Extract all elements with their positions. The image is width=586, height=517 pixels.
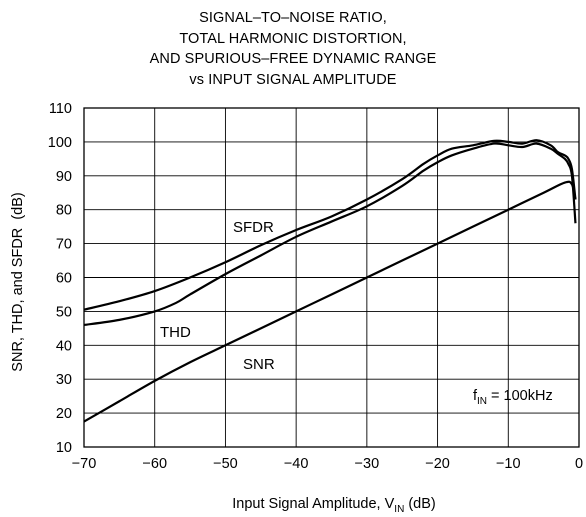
tick-labels: −70 −60 −50 −40 −30 −20 −10 0 10 20 30 40 50 60 70 80 90… — [48, 101, 583, 472]
x-axis-title-main: Input Signal Amplitude, V — [232, 496, 394, 512]
x-tick-label: −50 — [213, 456, 238, 472]
chart-title-line: vs INPUT SIGNAL AMPLITUDE — [189, 71, 397, 88]
y-tick-label: 20 — [56, 406, 72, 422]
series-label-snr: SNR — [243, 356, 275, 373]
x-tick-label: −30 — [355, 456, 380, 472]
y-axis-title: SNR, THD, and SFDR (dB) — [10, 192, 26, 371]
annotation-rest: = 100kHz — [487, 388, 553, 404]
series-label-sfdr: SFDR — [233, 219, 274, 236]
series-line-snr — [83, 180, 577, 423]
y-tick-label: 50 — [56, 304, 72, 320]
y-tick-label: 70 — [56, 237, 72, 253]
x-axis-title-sub: IN — [394, 504, 404, 515]
x-axis-title: Input Signal Amplitude, VIN (dB) — [232, 496, 435, 515]
y-tick-label: 100 — [48, 135, 72, 151]
y-tick-label: 60 — [56, 271, 72, 287]
series-lines — [83, 139, 577, 423]
series-line-thd — [83, 142, 577, 327]
y-tick-label: 40 — [56, 338, 72, 354]
series-label-thd: THD — [160, 324, 191, 341]
y-tick-label: 80 — [56, 203, 72, 219]
chart-title-line: AND SPURIOUS–FREE DYNAMIC RANGE — [149, 51, 437, 67]
x-tick-label: −70 — [72, 456, 97, 472]
x-tick-label: −40 — [284, 456, 309, 472]
x-axis-title-unit: (dB) — [404, 496, 435, 512]
y-tick-label: 10 — [56, 440, 72, 456]
y-tick-label: 90 — [56, 169, 72, 185]
series-line-sfdr — [83, 139, 577, 311]
x-tick-label: −10 — [496, 456, 521, 472]
x-tick-label: 0 — [575, 456, 583, 472]
plot-frame — [83, 107, 580, 448]
y-tick-label: 110 — [49, 101, 72, 117]
chart-title-line: TOTAL HARMONIC DISTORTION, — [179, 30, 407, 47]
frequency-annotation: fIN = 100kHz — [473, 388, 553, 407]
chart-title-line: SIGNAL–TO–NOISE RATIO, — [199, 10, 387, 26]
x-tick-label: −60 — [142, 456, 167, 472]
y-tick-label: 30 — [56, 372, 72, 388]
annotation-sub: IN — [477, 396, 487, 407]
annotation-f: f — [473, 388, 478, 404]
x-tick-label: −20 — [425, 456, 450, 472]
chart-title: SIGNAL–TO–NOISE RATIO, TOTAL HARMONIC DI… — [0, 8, 586, 90]
